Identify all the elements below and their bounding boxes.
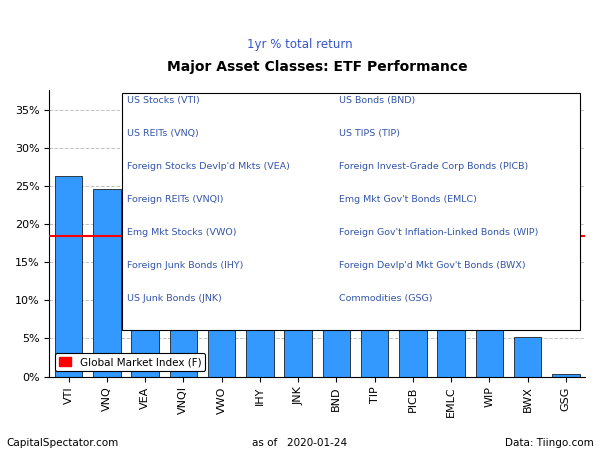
Text: US TIPS (TIP): US TIPS (TIP) <box>338 129 400 138</box>
Text: Foreign Gov't Inflation-Linked Bonds (WIP): Foreign Gov't Inflation-Linked Bonds (WI… <box>338 228 538 237</box>
Text: 1yr % total return: 1yr % total return <box>247 38 353 51</box>
Text: Foreign Invest-Grade Corp Bonds (PICB): Foreign Invest-Grade Corp Bonds (PICB) <box>338 162 528 171</box>
Text: Foreign Devlp'd Mkt Gov't Bonds (BWX): Foreign Devlp'd Mkt Gov't Bonds (BWX) <box>338 261 525 270</box>
Text: Emg Mkt Gov't Bonds (EMLC): Emg Mkt Gov't Bonds (EMLC) <box>338 195 476 204</box>
Text: Foreign Junk Bonds (IHY): Foreign Junk Bonds (IHY) <box>127 261 244 270</box>
Text: CapitalSpectator.com: CapitalSpectator.com <box>6 438 118 448</box>
Text: US REITs (VNQ): US REITs (VNQ) <box>127 129 199 138</box>
Title: Major Asset Classes: ETF Performance: Major Asset Classes: ETF Performance <box>167 60 467 74</box>
Bar <box>552 374 580 377</box>
Bar <box>399 310 427 377</box>
Text: US Stocks (VTI): US Stocks (VTI) <box>127 96 200 105</box>
Text: Foreign Stocks Devlp'd Mkts (VEA): Foreign Stocks Devlp'd Mkts (VEA) <box>127 162 290 171</box>
Bar <box>122 93 580 330</box>
Bar <box>361 304 388 377</box>
Bar <box>246 292 274 377</box>
Text: as of   2020-01-24: as of 2020-01-24 <box>253 438 347 448</box>
Bar <box>131 245 159 377</box>
Bar <box>437 323 465 377</box>
Legend: Global Market Index (F): Global Market Index (F) <box>55 353 205 371</box>
Text: US Junk Bonds (JNK): US Junk Bonds (JNK) <box>127 294 222 303</box>
Text: Foreign REITs (VNQI): Foreign REITs (VNQI) <box>127 195 224 204</box>
Bar <box>170 264 197 377</box>
Bar <box>323 301 350 377</box>
Text: Data: Tiingo.com: Data: Tiingo.com <box>505 438 594 448</box>
Bar <box>55 176 82 377</box>
Text: Commodities (GSG): Commodities (GSG) <box>338 294 432 303</box>
Bar <box>208 278 235 377</box>
Text: Emg Mkt Stocks (VWO): Emg Mkt Stocks (VWO) <box>127 228 236 237</box>
Bar <box>514 337 541 377</box>
Bar <box>93 189 121 377</box>
Bar <box>284 297 312 377</box>
Text: US Bonds (BND): US Bonds (BND) <box>338 96 415 105</box>
Bar <box>476 330 503 377</box>
